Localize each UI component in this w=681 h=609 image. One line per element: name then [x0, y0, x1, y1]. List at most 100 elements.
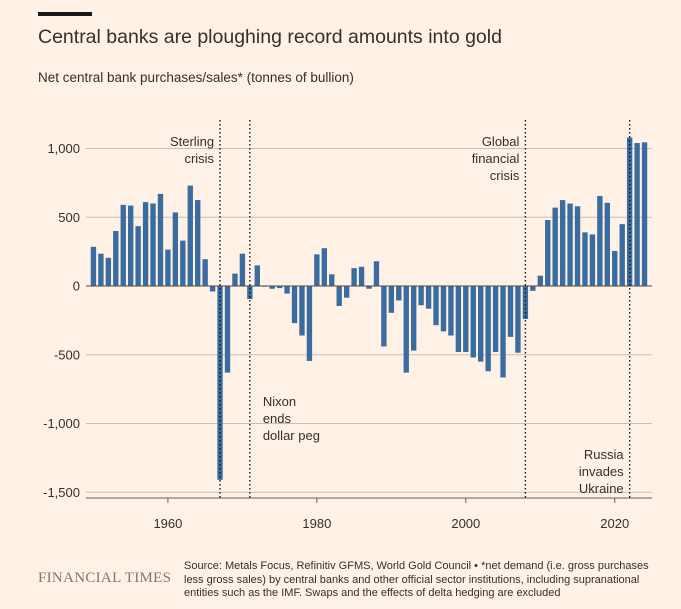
bar-1964: [195, 200, 201, 286]
bar-1982: [329, 274, 335, 286]
bar-2011: [545, 220, 551, 286]
ft-top-bar: [38, 12, 92, 16]
bar-2005: [500, 286, 506, 378]
bar-2001: [470, 286, 476, 358]
bar-1950: [90, 246, 97, 286]
y-tick-label: -1,500: [43, 485, 80, 500]
bar-1998: [448, 286, 454, 336]
bar-1986: [358, 266, 365, 286]
annotation-label-1971: ends: [263, 411, 292, 426]
x-tick-label: 2000: [451, 516, 480, 531]
bar-1954: [120, 204, 126, 286]
bar-2009: [530, 286, 536, 291]
bar-1963: [187, 185, 193, 286]
chart-title: Central banks are ploughing record amoun…: [38, 26, 502, 48]
bar-1969: [232, 273, 238, 286]
bar-1978: [299, 286, 305, 336]
bar-2012: [552, 207, 558, 286]
bar-1989: [381, 286, 387, 347]
annotation-layer: Sterling crisis Nixon ends dollar peg Global f…: [170, 120, 631, 498]
bar-2015: [574, 206, 581, 286]
annotation-label-2022: Russia: [584, 447, 625, 462]
bar-1994: [418, 286, 424, 306]
bar-2020: [612, 250, 618, 286]
annotation-label-1967: Sterling: [170, 134, 214, 149]
bar-2010: [537, 275, 543, 286]
bar-1966: [209, 286, 216, 292]
bar-1959: [157, 193, 164, 286]
bar-2000: [463, 286, 469, 352]
x-tick-label: 1960: [153, 516, 182, 531]
bar-2006: [507, 286, 514, 337]
bar-1993: [411, 286, 417, 351]
bar-1980: [314, 254, 320, 286]
bar-1958: [150, 203, 156, 286]
bar-1957: [142, 202, 149, 286]
y-tick-label: 1,000: [47, 141, 80, 156]
x-tick-label: 1980: [302, 516, 331, 531]
grid-layer: [86, 148, 652, 493]
bar-1990: [388, 286, 395, 313]
bar-1981: [321, 248, 327, 286]
annotation-label-2008: crisis: [490, 168, 520, 183]
bar-2016: [582, 232, 588, 286]
bar-1995: [425, 286, 432, 309]
bar-2017: [589, 234, 596, 286]
bar-1984: [343, 286, 350, 298]
bar-1965: [202, 259, 208, 286]
bar-1985: [351, 268, 357, 286]
bar-2022: [626, 137, 633, 286]
bar-2019: [604, 202, 610, 286]
annotation-label-2022: invades: [579, 464, 624, 479]
bar-1974: [269, 286, 275, 289]
x-tick-label: 2020: [600, 516, 629, 531]
bar-2021: [619, 224, 625, 286]
annotation-label-1967: crisis: [184, 151, 214, 166]
bar-2018: [597, 195, 603, 286]
bar-1987: [366, 286, 372, 289]
bar-1956: [135, 226, 141, 286]
y-tick-label: 500: [58, 210, 80, 225]
y-tick-label: -1,000: [43, 416, 80, 431]
bar-1967: [217, 286, 223, 480]
bar-1953: [113, 231, 119, 286]
bar-1996: [433, 286, 439, 326]
bar-2003: [485, 286, 491, 372]
y-tick-label: 0: [73, 279, 80, 294]
bar-1960: [165, 249, 171, 286]
bar-1991: [396, 286, 402, 301]
bar-2002: [478, 286, 484, 362]
annotation-label-1971: dollar peg: [263, 428, 320, 443]
bar-2004: [492, 286, 499, 352]
annotation-label-2008: Global: [482, 134, 520, 149]
chart-subtitle: Net central bank purchases/sales* (tonne…: [38, 70, 354, 85]
bar-2007: [515, 286, 521, 353]
ft-logo: FINANCIAL TIMES: [38, 570, 172, 586]
bar-1972: [254, 265, 260, 286]
bar-1952: [105, 257, 112, 286]
bar-1999: [455, 286, 462, 352]
bar-1962: [180, 240, 186, 286]
bar-1970: [239, 253, 246, 286]
bar-1997: [440, 286, 447, 332]
bar-1979: [306, 286, 313, 361]
bar-1977: [291, 286, 298, 324]
bar-1955: [128, 205, 134, 286]
annotation-label-2008: financial: [472, 151, 520, 166]
bar-1961: [172, 212, 179, 286]
bar-2014: [567, 203, 573, 286]
bar-2008: [522, 286, 529, 319]
bar-1988: [373, 261, 380, 286]
bar-1975: [276, 286, 283, 289]
bar-1976: [284, 286, 290, 294]
bar-2013: [559, 200, 566, 286]
source-note: Source: Metals Focus, Refinitiv GFMS, Wo…: [184, 560, 649, 599]
bars-layer: [90, 137, 648, 480]
bar-1968: [224, 286, 231, 373]
bar-2023: [634, 143, 640, 286]
bar-1951: [98, 253, 104, 286]
axis-layer: 1,000 500 0 -500 -1,000 -1,500 1960 1980 2000 202…: [43, 141, 652, 531]
annotation-label-1971: Nixon: [263, 394, 296, 409]
bar-2024: [641, 142, 648, 286]
